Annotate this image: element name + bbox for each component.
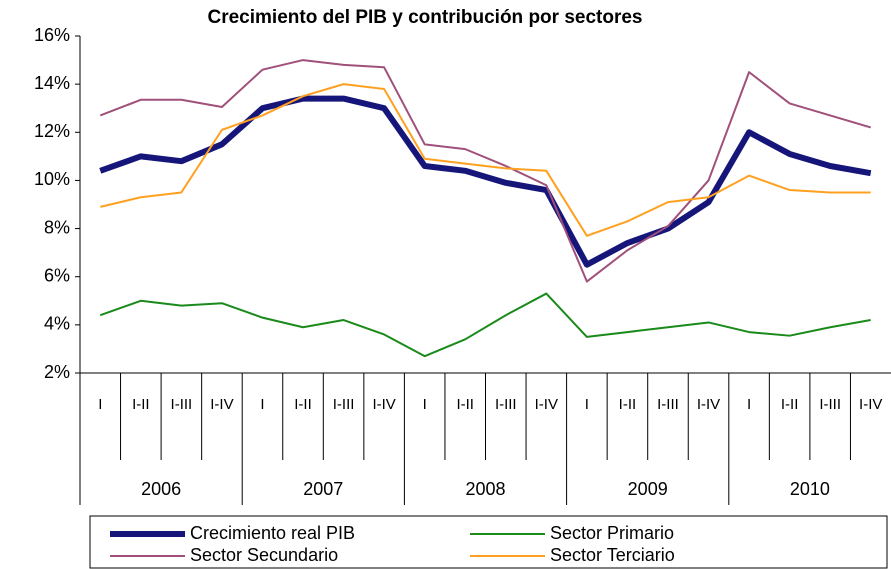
legend-label: Sector Terciario xyxy=(550,545,675,565)
x-tick-label: I-IV xyxy=(535,396,558,413)
x-tick-label: I-IV xyxy=(210,396,233,413)
x-tick-label: I-III xyxy=(657,396,679,413)
y-tick-label: 2% xyxy=(44,362,70,382)
x-tick-label: I-II xyxy=(456,396,474,413)
y-tick-label: 10% xyxy=(34,169,70,189)
x-tick-label: I-III xyxy=(171,396,193,413)
x-tick-label: I-IV xyxy=(859,396,882,413)
y-tick-label: 14% xyxy=(34,73,70,93)
x-tick-label: I xyxy=(423,396,427,413)
year-label: 2006 xyxy=(141,479,181,499)
x-tick-label: I xyxy=(98,396,102,413)
x-tick-label: I-IV xyxy=(372,396,395,413)
series-line xyxy=(99,59,872,283)
legend-box xyxy=(89,515,888,569)
x-tick-label: I xyxy=(747,396,751,413)
y-tick-label: 8% xyxy=(44,217,70,237)
x-tick-label: I-II xyxy=(294,396,312,413)
series-line xyxy=(99,292,871,358)
year-label: 2008 xyxy=(465,479,505,499)
y-tick-label: 4% xyxy=(44,314,70,334)
x-tick-label: I xyxy=(585,396,589,413)
year-label: 2007 xyxy=(303,479,343,499)
x-tick-label: I-IV xyxy=(697,396,720,413)
y-tick-label: 6% xyxy=(44,265,70,285)
series-line xyxy=(100,83,871,237)
x-tick-label: I-III xyxy=(819,396,841,413)
series-line xyxy=(99,95,872,268)
legend-label: Sector Primario xyxy=(550,523,674,543)
legend-label: Sector Secundario xyxy=(190,545,338,565)
x-tick-label: I-III xyxy=(333,396,355,413)
x-tick-label: I xyxy=(260,396,264,413)
year-label: 2010 xyxy=(790,479,830,499)
chart-title: Crecimiento del PIB y contribución por s… xyxy=(208,7,643,28)
x-tick-label: I-II xyxy=(781,396,799,413)
y-tick-label: 16% xyxy=(34,25,70,45)
x-tick-label: I-II xyxy=(132,396,150,413)
year-label: 2009 xyxy=(628,479,668,499)
x-tick-label: I-II xyxy=(619,396,637,413)
y-tick-label: 12% xyxy=(34,121,70,141)
legend-label: Crecimiento real PIB xyxy=(190,523,355,543)
x-tick-label: I-III xyxy=(495,396,517,413)
